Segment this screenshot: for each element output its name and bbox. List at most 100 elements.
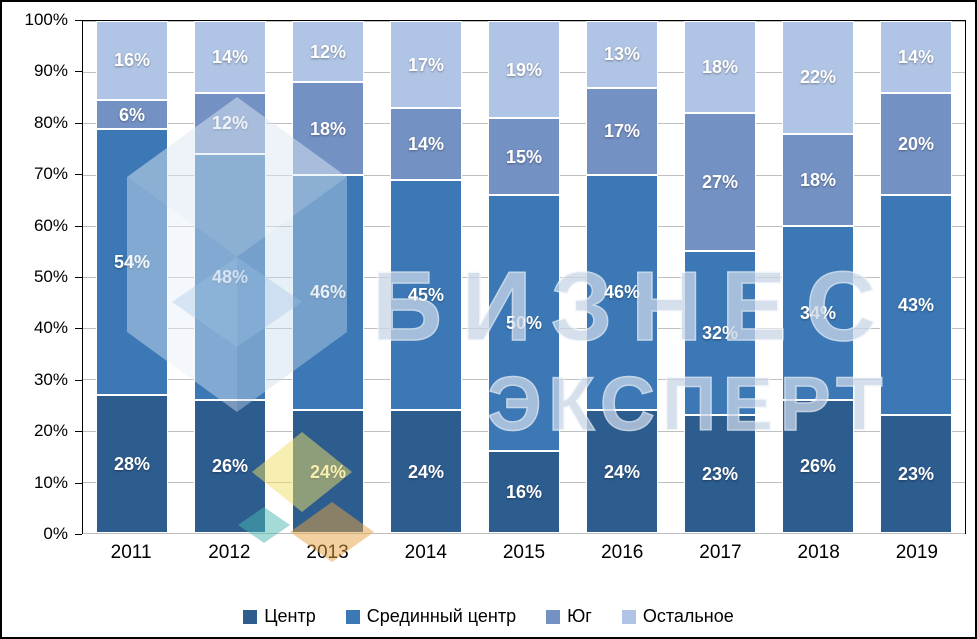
segment-Остальное: 22%	[782, 21, 854, 134]
tick-mark	[75, 71, 82, 73]
y-tick-label: 60%	[33, 215, 68, 235]
segment-Юг: 20%	[880, 92, 952, 196]
segment-Остальное: 19%	[488, 21, 560, 119]
data-label: 16%	[113, 50, 151, 71]
legend-label: Юг	[567, 606, 592, 626]
data-label: 24%	[309, 461, 347, 482]
segment-Остальное: 18%	[684, 21, 756, 114]
data-label: 15%	[505, 146, 543, 167]
bar-2017: 18% 27% 32% 23%	[684, 21, 756, 533]
segment-Остальное: 12%	[292, 21, 364, 83]
data-label: 28%	[113, 454, 151, 475]
y-tick-label: 40%	[33, 318, 68, 338]
data-label: 46%	[603, 282, 641, 303]
data-label: 32%	[701, 323, 739, 344]
segment-Юг: 15%	[488, 118, 560, 196]
data-label: 12%	[211, 113, 249, 134]
data-label: 17%	[603, 121, 641, 142]
segment-Остальное: 14%	[194, 21, 266, 93]
segment-Центр: 24%	[292, 410, 364, 533]
data-label: 34%	[799, 302, 837, 323]
legend-label: Остальное	[642, 606, 734, 626]
data-label: 23%	[701, 464, 739, 485]
tick-mark	[75, 122, 82, 124]
data-label: 17%	[407, 54, 445, 75]
bar-column: 14% 20% 43% 23%	[867, 21, 965, 533]
segment-Срединный центр: 48%	[194, 154, 266, 400]
legend-label: Срединный центр	[366, 606, 517, 626]
segment-Юг: 6%	[96, 99, 168, 130]
data-label: 20%	[897, 133, 935, 154]
segment-Срединный центр: 43%	[880, 195, 952, 416]
bar-column: 16% 6% 54% 28%	[83, 21, 181, 533]
segment-Центр: 16%	[488, 451, 560, 533]
segment-Юг: 17%	[586, 87, 658, 175]
legend-item: Срединный центр	[345, 606, 517, 627]
data-label: 54%	[113, 252, 151, 273]
segment-Центр: 26%	[782, 399, 854, 533]
data-label: 23%	[897, 464, 935, 485]
bar-column: 12% 18% 46% 24%	[279, 21, 377, 533]
legend-swatch	[243, 609, 258, 624]
segment-Срединный центр: 54%	[96, 129, 168, 396]
legend-swatch	[546, 609, 561, 624]
data-label: 16%	[505, 482, 543, 503]
legend: Центр Срединный центр Юг Остальное	[2, 606, 975, 627]
segment-Центр: 24%	[586, 410, 658, 533]
y-tick-label: 50%	[33, 267, 68, 286]
bar-2014: 17% 14% 45% 24%	[390, 21, 462, 533]
tick-mark	[75, 482, 82, 484]
bar-2018: 22% 18% 34% 26%	[782, 21, 854, 533]
data-label: 43%	[897, 295, 935, 316]
segment-Центр: 23%	[684, 415, 756, 533]
bar-column: 13% 17% 46% 24%	[573, 21, 671, 533]
x-axis-label: 2014	[404, 542, 447, 563]
data-label: 24%	[407, 461, 445, 482]
tick-mark	[75, 431, 82, 433]
data-label: 48%	[211, 266, 249, 287]
segment-Центр: 24%	[390, 410, 462, 533]
bar-2011: 16% 6% 54% 28%	[96, 21, 168, 533]
data-label: 24%	[603, 461, 641, 482]
segment-Юг: 12%	[194, 92, 266, 155]
segment-Срединный центр: 46%	[586, 174, 658, 411]
bar-column: 18% 27% 32% 23%	[671, 21, 769, 533]
bars: 16% 6% 54% 28% 14% 12% 48% 26% 12% 18% 46% 24% 17% 14…	[83, 21, 965, 533]
data-label: 19%	[505, 59, 543, 80]
data-label: 50%	[505, 313, 543, 334]
data-label: 45%	[407, 284, 445, 305]
x-axis-labels: 2011 2012 2013 2014 2015 2016 2017 2018 2019	[82, 542, 966, 568]
bar-column: 19% 15% 50% 16%	[475, 21, 573, 533]
segment-Срединный центр: 34%	[782, 225, 854, 400]
segment-Юг: 18%	[292, 82, 364, 175]
segment-Остальное: 13%	[586, 21, 658, 88]
data-label: 13%	[603, 44, 641, 65]
bar-column: 14% 12% 48% 26%	[181, 21, 279, 533]
data-label: 14%	[211, 46, 249, 67]
x-axis-label: 2011	[110, 542, 152, 563]
segment-Центр: 28%	[96, 395, 168, 533]
data-label: 18%	[309, 118, 347, 139]
bar-2013: 12% 18% 46% 24%	[292, 21, 364, 533]
x-axis-label: 2016	[601, 542, 644, 563]
data-label: 46%	[309, 282, 347, 303]
y-tick-label: 10%	[33, 472, 68, 492]
tick-mark	[75, 277, 82, 278]
plot-area: 16% 6% 54% 28% 14% 12% 48% 26% 12% 18% 46% 24% 17% 14…	[82, 20, 966, 534]
x-axis-label: 2015	[502, 542, 546, 563]
legend-swatch	[621, 609, 636, 624]
x-axis-label: 2017	[699, 542, 742, 563]
legend-swatch	[345, 609, 360, 624]
tick-mark	[75, 225, 82, 227]
bar-2019: 14% 20% 43% 23%	[880, 21, 952, 533]
bar-2015: 19% 15% 50% 16%	[488, 21, 560, 533]
tick-mark	[75, 174, 82, 176]
data-label: 12%	[309, 41, 347, 62]
segment-Юг: 18%	[782, 133, 854, 226]
y-tick-label: 30%	[33, 369, 68, 389]
data-label: 14%	[407, 133, 445, 154]
legend-item: Центр	[243, 606, 316, 627]
bar-column: 17% 14% 45% 24%	[377, 21, 475, 533]
tick-mark	[75, 328, 82, 330]
